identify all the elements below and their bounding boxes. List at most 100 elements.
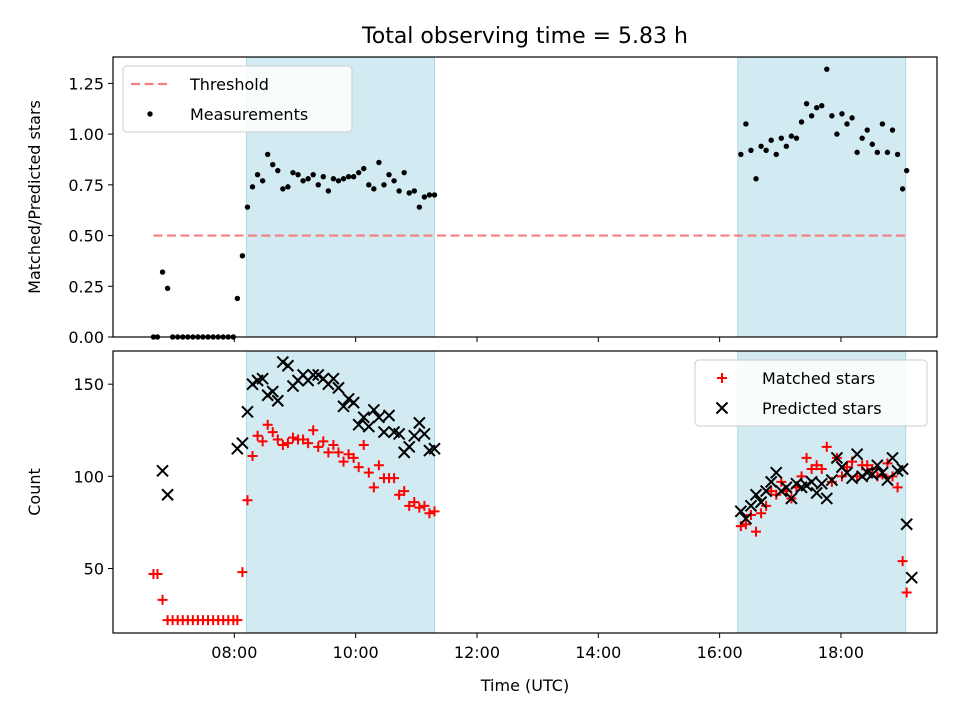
measurement-point (874, 149, 881, 156)
measurement-point (889, 127, 896, 133)
observing-window-band (737, 56, 907, 338)
predicted-stars-point (306, 368, 320, 382)
y-tick-label: 1.00 (68, 125, 104, 144)
measurement-point (824, 66, 830, 72)
predicted-stars-point (820, 492, 834, 505)
measurement-point (320, 174, 326, 180)
predicted-stars-point (830, 451, 844, 465)
predicted-stars-point (734, 505, 748, 518)
predicted-stars-point (825, 473, 839, 487)
predicted-stars-point (780, 481, 793, 494)
measurement-point (899, 186, 906, 192)
x-axis-label: Time (UTC) (480, 676, 569, 695)
matched-stars-point (821, 441, 832, 452)
matched-stars-point (766, 486, 777, 497)
measurement-point (768, 137, 774, 143)
measurement-point (345, 174, 352, 180)
matched-stars-point (262, 419, 273, 430)
predicted-stars-point (905, 571, 918, 584)
matched-stars-point (237, 567, 248, 578)
measurement-point (244, 204, 251, 210)
measurement-point (361, 165, 367, 172)
measurement-point (330, 176, 337, 182)
measurement-point (396, 188, 402, 194)
predicted-stars-point (744, 499, 758, 513)
predicted-stars-point (332, 381, 345, 395)
measurement-point (788, 133, 795, 139)
predicted-stars-point (347, 396, 360, 409)
measurement-point (285, 184, 291, 190)
x-tick-label: 18:00 (818, 643, 864, 662)
predicted-stars-point (377, 425, 391, 439)
predicted-stars-point (156, 464, 169, 478)
measurement-point (903, 167, 910, 174)
y-tick-label: 0.75 (68, 176, 104, 195)
measurement-point (839, 111, 845, 117)
measurement-point (386, 171, 392, 178)
measurement-point (350, 174, 357, 180)
y-tick-label: 0.25 (68, 277, 104, 296)
predicted-stars-point (372, 411, 386, 424)
predicted-stars-point (236, 436, 249, 450)
matched-stars-point (308, 425, 319, 436)
measurement-point (748, 147, 754, 154)
matched-stars-point (247, 451, 258, 462)
matched-stars-point (257, 436, 268, 447)
y-tick-label: 50 (84, 559, 104, 578)
predicted-stars-point (362, 420, 376, 433)
measurement-point (431, 192, 438, 198)
measurement-point (859, 135, 865, 141)
measurement-point (798, 119, 805, 125)
matched-stars-point (901, 587, 912, 598)
measurement-point (164, 285, 171, 292)
measurement-point (808, 113, 815, 119)
measurement-point (411, 188, 417, 194)
matched-stars-point (298, 434, 309, 445)
measurement-point (280, 186, 286, 192)
predicted-stars-point (759, 484, 773, 498)
predicted-stars-point (367, 403, 381, 417)
predicted-stars-point (281, 359, 295, 372)
matched-stars-point (373, 460, 384, 471)
predicted-stars-point (266, 385, 279, 398)
matched-stars-point (338, 456, 349, 467)
predicted-stars-point (392, 427, 406, 441)
legend-box (122, 65, 353, 133)
measurement-point (254, 171, 261, 178)
measurement-point (290, 169, 296, 176)
predicted-stars-point (418, 427, 431, 441)
x-tick-label: 08:00 (211, 643, 257, 662)
matched-stars-point (801, 452, 812, 463)
measurement-point (325, 188, 332, 194)
predicted-stars-point (403, 440, 416, 454)
measurement-point (834, 131, 840, 137)
predicted-stars-point (337, 400, 350, 413)
matched-stars-point (409, 497, 420, 508)
matched-stars-point (751, 526, 762, 537)
measurement-point (819, 102, 825, 109)
measurement-point (249, 184, 256, 190)
y-tick-label: 1.25 (68, 74, 104, 93)
measurement-point (753, 176, 759, 182)
legend-label: Matched stars (762, 369, 875, 388)
measurement-point (884, 149, 891, 156)
predicted-stars-point (805, 475, 818, 489)
predicted-stars-point (770, 466, 783, 479)
predicted-stars-point (871, 459, 884, 472)
measurement-point (743, 121, 749, 127)
matched-stars-point (826, 476, 837, 487)
legend-label: Predicted stars (762, 399, 882, 418)
measurement-point (355, 169, 362, 176)
y-axis-label: Matched/Predicted stars (25, 100, 44, 294)
axes-frame (112, 350, 938, 634)
matched-stars-point (358, 440, 369, 450)
measurement-point (813, 105, 820, 111)
y-axis-label: Count (25, 468, 44, 516)
matched-stars-point (323, 447, 334, 458)
y-tick-label: 0.50 (68, 227, 104, 246)
measurement-point (315, 182, 321, 188)
matched-stars-point (811, 460, 822, 471)
measurement-point (854, 149, 860, 156)
measurement-point (778, 135, 784, 141)
measurement-point (159, 269, 166, 275)
